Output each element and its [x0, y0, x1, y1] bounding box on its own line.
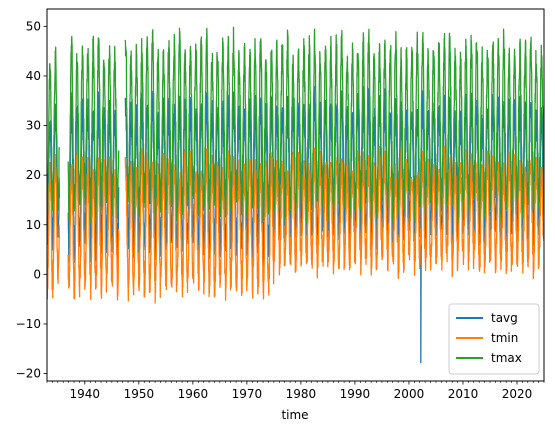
series-line-tmax: [47, 26, 544, 225]
legend-box: [448, 303, 540, 375]
x-tick-label: 1960: [178, 387, 209, 401]
x-tick-label: 2000: [394, 387, 425, 401]
x-axis-title: time: [281, 408, 308, 422]
y-tick-label: 40: [26, 69, 41, 83]
x-tick-label: 2010: [448, 387, 479, 401]
legend-label-tmin: tmin: [491, 331, 518, 345]
x-tick-label: 2020: [502, 387, 533, 401]
x-tick-label: 1950: [124, 387, 155, 401]
x-tick-label: 1970: [232, 387, 263, 401]
x-tick-label: 1980: [286, 387, 317, 401]
y-tick-label: −20: [16, 367, 41, 381]
x-tick-label: 1990: [340, 387, 371, 401]
y-tick-label: 20: [26, 168, 41, 182]
legend: tavg tmin tmax: [448, 303, 540, 375]
y-tick-label: 10: [26, 218, 41, 232]
y-tick-label: 0: [33, 267, 41, 281]
axes-layer: −20 −10 0 10 20 30 40 50 1940 1950 1960 1970 1980 199…: [16, 19, 545, 401]
series-line-tmin: [47, 145, 544, 304]
legend-label-tavg: tavg: [491, 311, 518, 325]
series-layer: [47, 26, 544, 364]
x-tick-label: 1940: [70, 387, 101, 401]
y-tick-label: 50: [26, 19, 41, 33]
y-tick-label: −10: [16, 317, 41, 331]
y-tick-label: 30: [26, 119, 41, 133]
legend-label-tmax: tmax: [491, 351, 522, 365]
